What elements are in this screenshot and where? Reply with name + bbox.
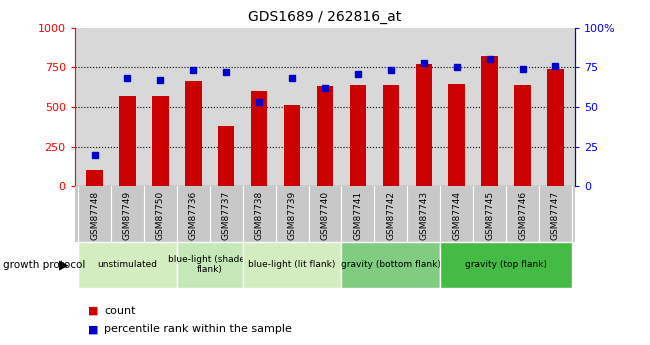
Text: gravity (bottom flank): gravity (bottom flank) — [341, 260, 441, 269]
Text: ■: ■ — [88, 306, 98, 315]
Text: GSM87738: GSM87738 — [255, 191, 264, 240]
Text: ▶: ▶ — [58, 258, 68, 271]
Text: GSM87743: GSM87743 — [419, 191, 428, 240]
Text: GSM87736: GSM87736 — [188, 191, 198, 240]
Bar — [317, 86, 333, 186]
Bar — [185, 81, 202, 186]
Text: unstimulated: unstimulated — [98, 260, 157, 269]
Text: GSM87747: GSM87747 — [551, 191, 560, 240]
Text: GSM87749: GSM87749 — [123, 191, 132, 240]
Text: GDS1689 / 262816_at: GDS1689 / 262816_at — [248, 10, 402, 24]
Bar — [448, 84, 465, 186]
Bar — [350, 85, 366, 186]
Bar — [547, 69, 564, 186]
Text: percentile rank within the sample: percentile rank within the sample — [104, 325, 292, 334]
Text: blue-light (lit flank): blue-light (lit flank) — [248, 260, 336, 269]
Text: count: count — [104, 306, 135, 315]
Bar — [152, 96, 168, 186]
Text: GSM87739: GSM87739 — [287, 191, 296, 240]
Text: GSM87745: GSM87745 — [485, 191, 494, 240]
Text: GSM87750: GSM87750 — [156, 191, 165, 240]
Text: GSM87741: GSM87741 — [354, 191, 363, 240]
Text: GSM87744: GSM87744 — [452, 191, 462, 240]
Bar — [383, 85, 399, 186]
Bar — [218, 126, 235, 186]
Text: blue-light (shaded
flank): blue-light (shaded flank) — [168, 255, 251, 275]
Text: GSM87746: GSM87746 — [518, 191, 527, 240]
Bar — [119, 96, 136, 186]
Text: GSM87740: GSM87740 — [320, 191, 330, 240]
Text: growth protocol: growth protocol — [3, 260, 86, 270]
Bar — [284, 105, 300, 186]
Bar — [251, 91, 267, 186]
Bar — [415, 64, 432, 186]
Text: gravity (top flank): gravity (top flank) — [465, 260, 547, 269]
Text: GSM87737: GSM87737 — [222, 191, 231, 240]
Bar — [86, 170, 103, 186]
Text: ■: ■ — [88, 325, 98, 334]
Text: GSM87748: GSM87748 — [90, 191, 99, 240]
Bar — [514, 85, 531, 186]
Text: GSM87742: GSM87742 — [386, 191, 395, 240]
Bar — [482, 56, 498, 186]
